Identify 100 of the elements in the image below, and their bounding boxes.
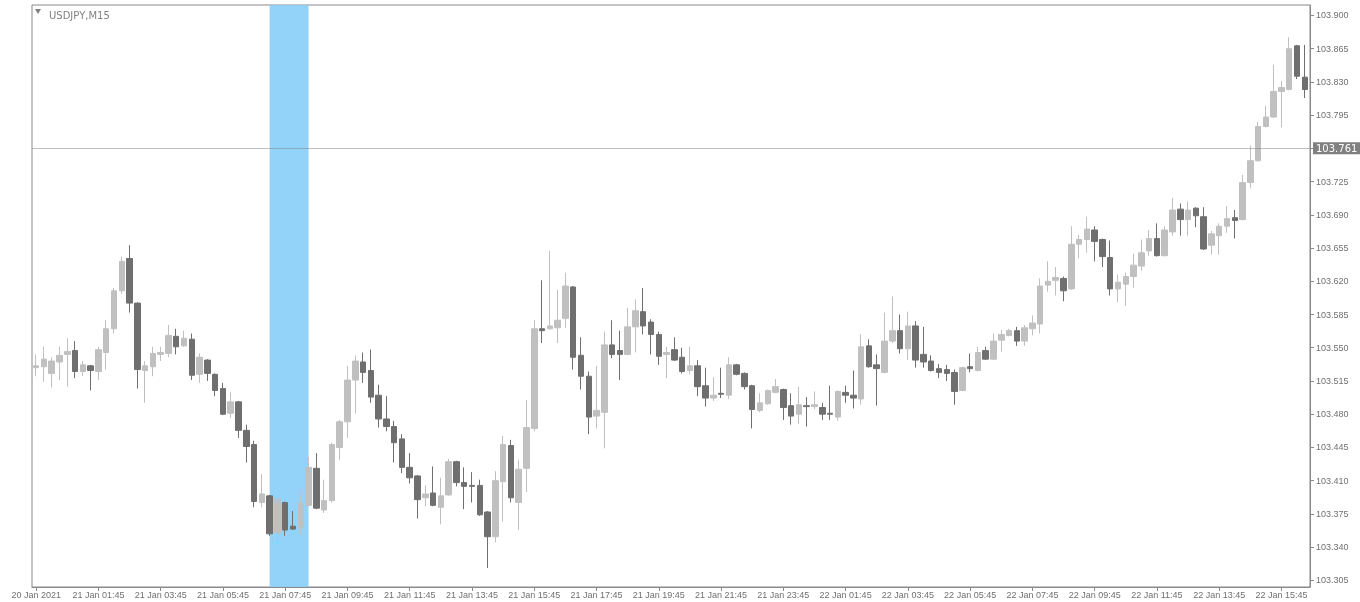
candlestick xyxy=(220,382,226,416)
x-tick-label: 22 Jan 07:45 xyxy=(1006,589,1059,600)
x-tick-label: 21 Jan 19:45 xyxy=(632,589,685,600)
candlestick xyxy=(259,473,265,508)
candlestick xyxy=(982,346,989,361)
x-tick-label: 21 Jan 09:45 xyxy=(321,589,374,600)
y-tick-label: 103.865 xyxy=(1316,43,1349,54)
candlestick xyxy=(1052,266,1059,297)
y-tick-label: 103.585 xyxy=(1316,309,1349,320)
x-tick-label: 22 Jan 03:45 xyxy=(881,589,934,600)
candlestick xyxy=(360,351,366,384)
candlestick xyxy=(430,465,436,507)
candlestick xyxy=(173,328,179,355)
x-tick-label: 22 Jan 11:45 xyxy=(1131,589,1183,600)
x-tick-label: 21 Jan 21:45 xyxy=(695,589,748,600)
candlestick xyxy=(640,287,646,335)
y-tick-label: 103.830 xyxy=(1316,76,1349,87)
x-tick-label: 22 Jan 09:45 xyxy=(1068,589,1121,600)
candlestick xyxy=(570,285,576,371)
candlestick xyxy=(975,346,981,372)
candlestick xyxy=(87,364,94,391)
candlestick xyxy=(578,336,584,391)
candlestick xyxy=(196,352,203,384)
candlestick xyxy=(1193,206,1199,228)
x-tick-label: 21 Jan 15:45 xyxy=(508,589,561,600)
candlestick xyxy=(811,390,818,410)
y-tick-label: 103.515 xyxy=(1316,375,1349,386)
y-tick-label: 103.900 xyxy=(1316,10,1349,21)
y-tick-label: 103.655 xyxy=(1316,243,1349,254)
candlestick xyxy=(290,510,296,531)
candlestick xyxy=(726,356,732,400)
candlestick xyxy=(710,376,717,402)
candlestick xyxy=(562,272,569,329)
candlestick xyxy=(905,311,911,361)
candlestick xyxy=(1302,44,1308,99)
candlestick xyxy=(617,330,623,381)
candlestick xyxy=(469,471,475,503)
candlestick xyxy=(33,353,39,377)
x-tick-label: 22 Jan 05:45 xyxy=(944,589,997,600)
x-tick-label: 21 Jan 05:45 xyxy=(196,589,249,600)
candlestick xyxy=(1177,202,1184,237)
candlestick xyxy=(718,367,724,399)
candlestick xyxy=(687,346,693,375)
candlestick xyxy=(204,358,211,382)
x-tick-label: 20 Jan 2021 xyxy=(11,589,61,600)
candlestick xyxy=(72,340,78,379)
candlestick xyxy=(1154,222,1160,258)
x-tick-label: 21 Jan 01:45 xyxy=(72,589,125,600)
candlestick xyxy=(1185,201,1191,237)
y-tick-label: 103.340 xyxy=(1316,542,1349,553)
candlestick xyxy=(967,352,973,373)
y-tick-label: 103.550 xyxy=(1316,342,1349,353)
candlestick xyxy=(858,333,864,406)
candlestick xyxy=(1224,205,1230,234)
candlestick xyxy=(1060,276,1067,302)
candlestick xyxy=(1045,260,1051,293)
candlestick xyxy=(111,287,117,334)
x-tick-label: 21 Jan 03:45 xyxy=(134,589,187,600)
candlestick xyxy=(274,497,281,542)
candlestick xyxy=(508,439,514,503)
candlestick xyxy=(656,331,662,366)
candlestick xyxy=(321,479,327,514)
candlestick xyxy=(515,459,522,531)
candlestick xyxy=(609,319,615,359)
candlestick xyxy=(835,389,841,422)
candlestick xyxy=(959,366,966,392)
candlestick xyxy=(1200,206,1207,251)
x-tick-label: 22 Jan 15:45 xyxy=(1255,589,1308,600)
chart-title: USDJPY,M15 xyxy=(49,9,110,21)
x-tick-label: 21 Jan 23:45 xyxy=(757,589,810,600)
candlestick xyxy=(1084,216,1090,254)
candlestick xyxy=(803,396,810,428)
candlestick xyxy=(181,330,187,348)
candlestick xyxy=(189,333,195,381)
x-tick-label: 21 Jan 07:45 xyxy=(259,589,312,600)
candlestick xyxy=(282,501,288,537)
candlestick xyxy=(313,452,320,510)
candlestick xyxy=(663,346,670,379)
candlestick xyxy=(897,314,903,354)
x-tick-label: 22 Jan 01:45 xyxy=(819,589,872,600)
candlestick xyxy=(1232,209,1238,240)
candlestick xyxy=(266,494,273,537)
candlestick xyxy=(64,337,71,388)
candlestick xyxy=(422,484,429,507)
y-tick-label: 103.445 xyxy=(1316,442,1349,453)
candlestick xyxy=(648,318,654,355)
y-tick-label: 103.795 xyxy=(1316,110,1349,121)
x-tick-label: 22 Jan 13:45 xyxy=(1193,589,1246,600)
candlestick xyxy=(1146,229,1152,257)
x-tick-label: 21 Jan 17:45 xyxy=(570,589,623,600)
x-tick-label: 21 Jan 13:45 xyxy=(445,589,499,600)
candlestick xyxy=(142,360,148,404)
candlestick xyxy=(586,370,592,435)
candlestick xyxy=(212,372,218,397)
candlestick xyxy=(119,256,125,295)
candlestick xyxy=(1014,326,1020,347)
candlestick xyxy=(757,392,763,413)
candlestick xyxy=(1294,44,1300,80)
candlestick xyxy=(80,360,86,377)
candlestick xyxy=(539,279,545,344)
